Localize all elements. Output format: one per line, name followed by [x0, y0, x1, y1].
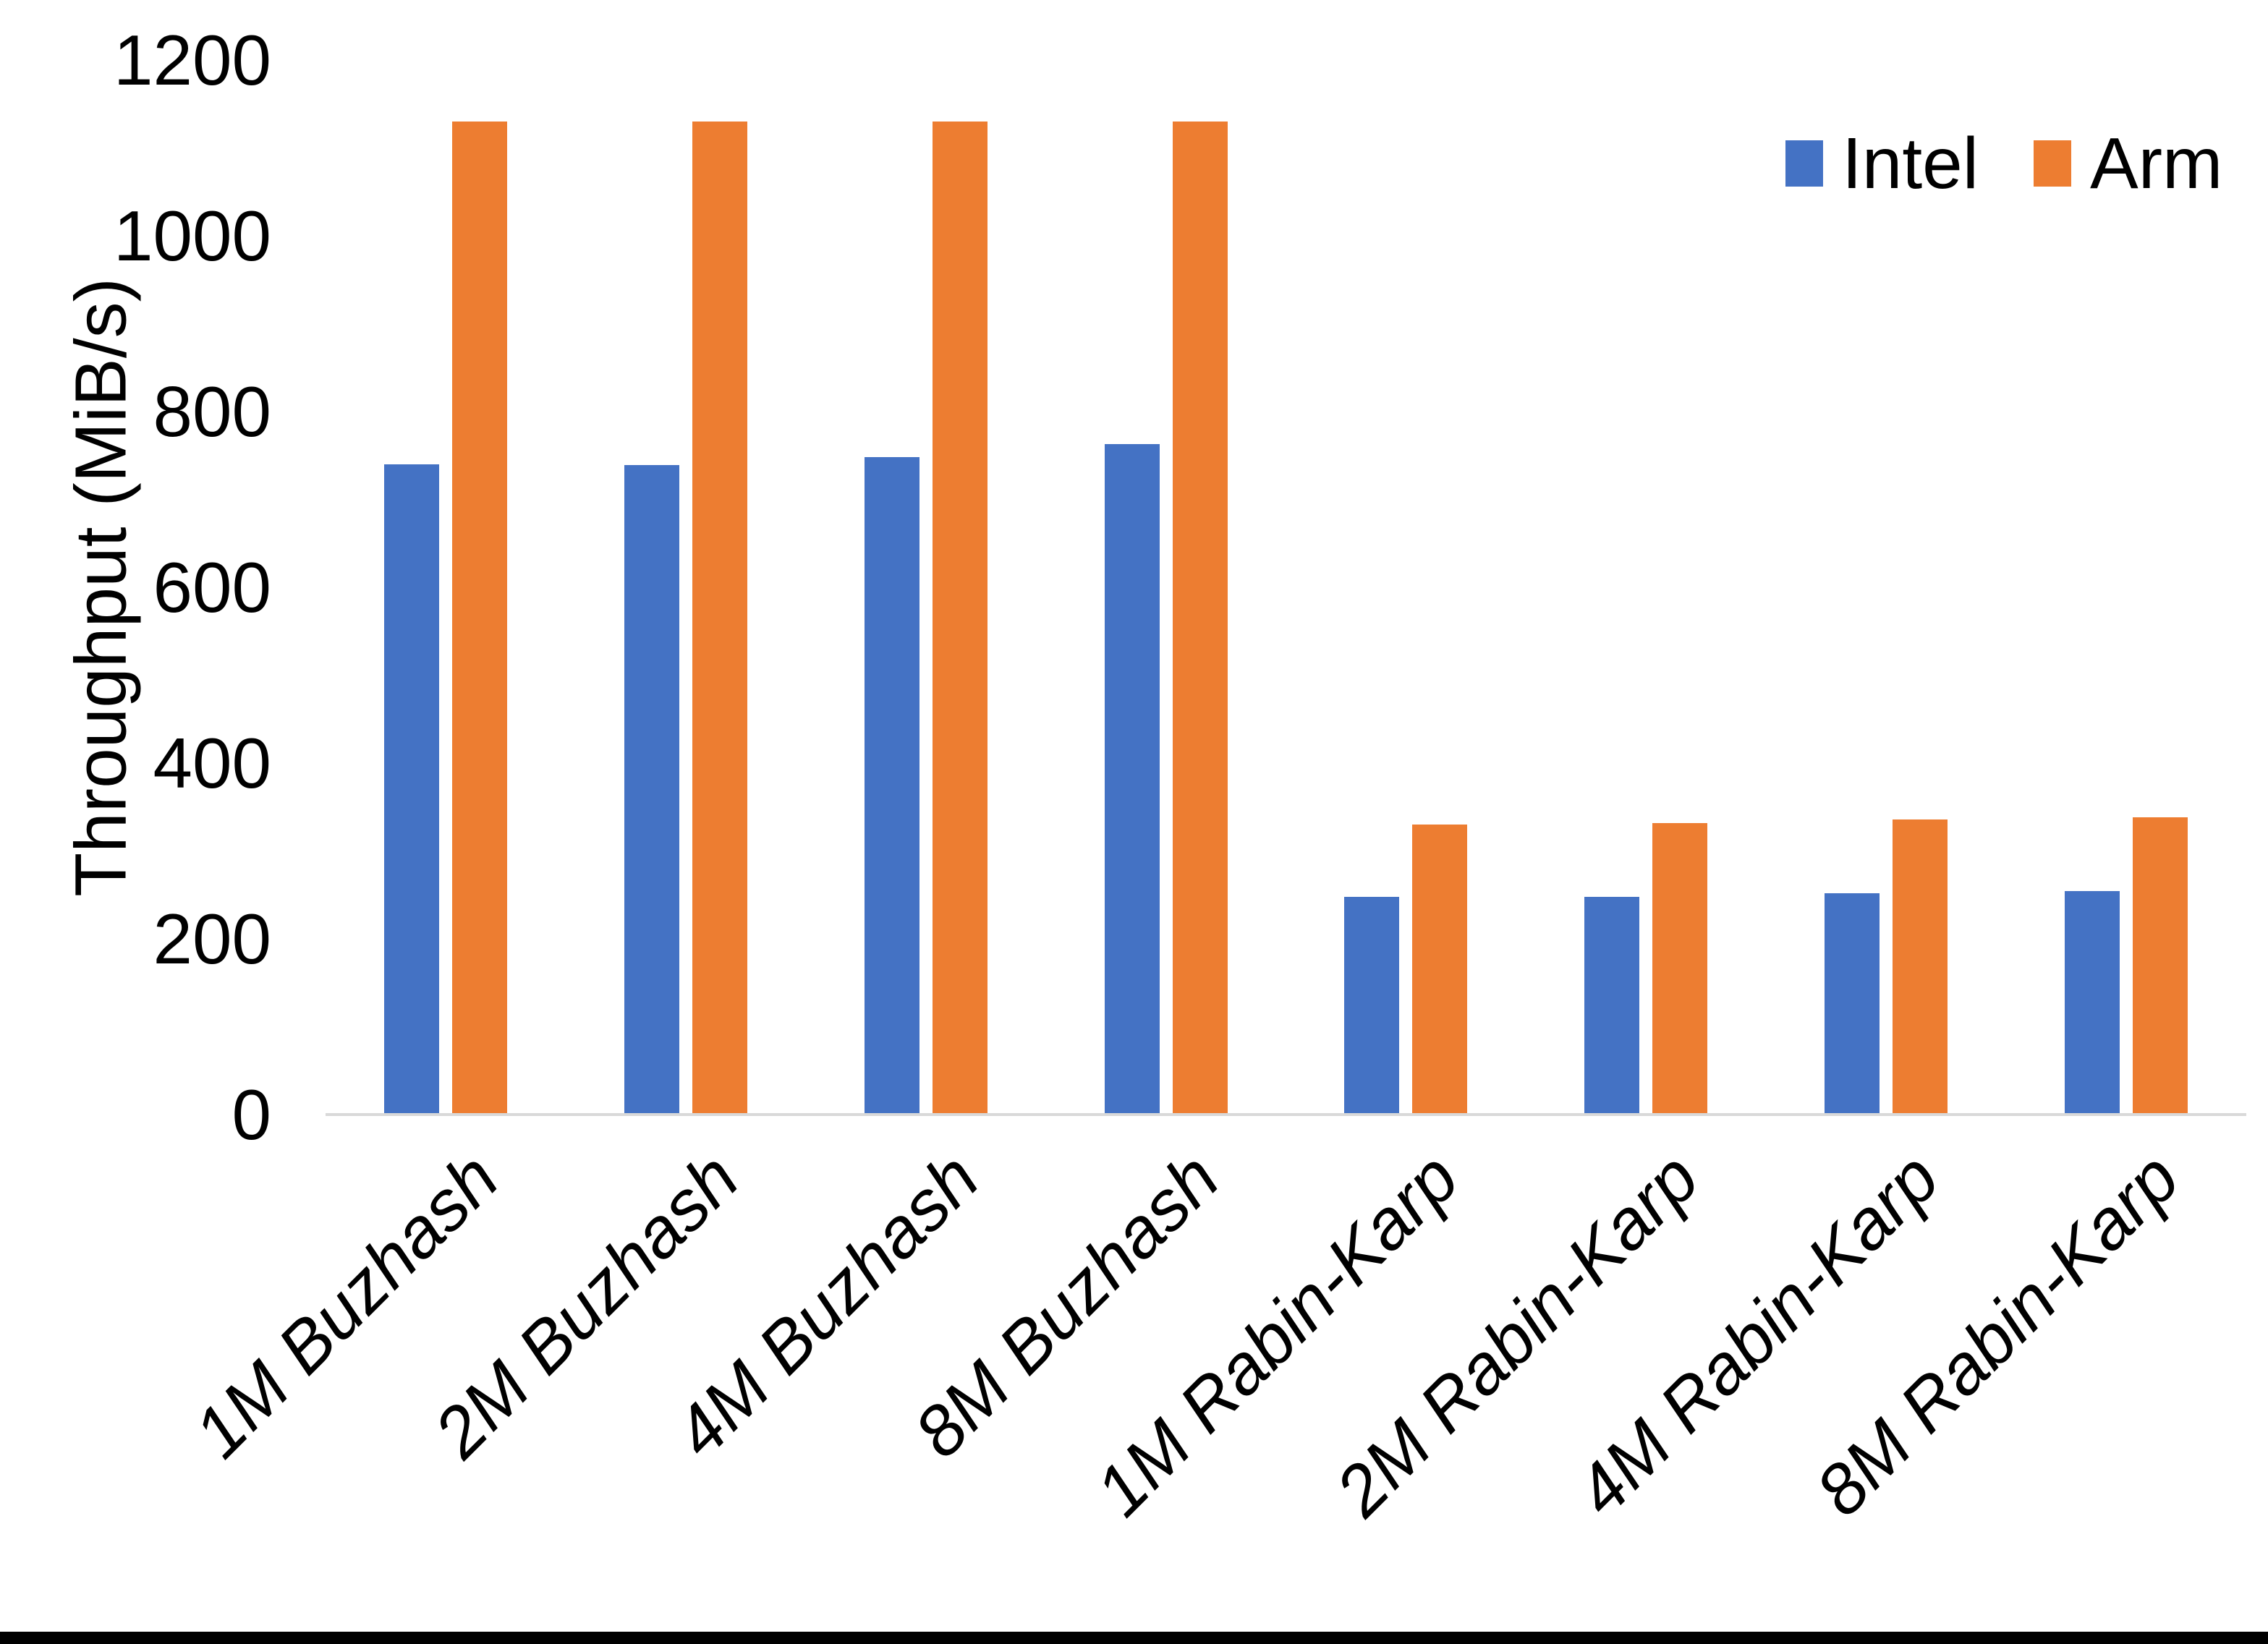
bar-group-7 [1766, 60, 2006, 1115]
legend: Intel Arm [1785, 123, 2223, 204]
bar-intel-1 [383, 464, 439, 1115]
bar-arm-3 [932, 122, 988, 1115]
window-bottom-edge [0, 1632, 2268, 1644]
bar-group-4 [1046, 60, 1286, 1115]
bar-intel-3 [864, 457, 919, 1115]
bar-group-6 [1526, 60, 1766, 1115]
bar-group-2 [566, 60, 806, 1115]
y-tick-label: 400 [153, 723, 271, 803]
plot-area [326, 60, 2246, 1115]
bar-arm-5 [1412, 825, 1468, 1115]
bar-arm-2 [692, 122, 747, 1115]
bar-group-3 [806, 60, 1046, 1115]
bar-intel-7 [1825, 893, 1880, 1115]
legend-item-arm: Arm [2034, 123, 2223, 204]
bar-intel-5 [1344, 896, 1400, 1115]
bar-group-5 [1286, 60, 1526, 1115]
bar-arm-7 [1893, 819, 1948, 1115]
arm-series-swatch [2034, 140, 2072, 187]
bar-arm-6 [1652, 822, 1708, 1115]
x-axis-line [326, 1113, 2246, 1116]
y-tick-label: 1200 [113, 20, 271, 100]
bar-arm-1 [451, 122, 507, 1115]
intel-series-swatch [1785, 140, 1823, 187]
bar-intel-4 [1104, 443, 1160, 1115]
legend-label-arm: Arm [2090, 123, 2223, 204]
bar-group-1 [326, 60, 566, 1115]
bar-group-8 [2006, 60, 2246, 1115]
bar-intel-6 [1584, 896, 1640, 1115]
bar-intel-8 [2065, 891, 2120, 1115]
y-tick-label: 800 [153, 372, 271, 451]
y-tick-label: 1000 [113, 196, 271, 276]
bar-arm-8 [2133, 817, 2188, 1115]
bar-intel-2 [624, 465, 679, 1115]
y-tick-label: 600 [153, 548, 271, 627]
legend-item-intel: Intel [1785, 123, 1979, 204]
legend-label-intel: Intel [1842, 123, 1979, 204]
bar-arm-4 [1172, 122, 1228, 1115]
y-tick-label: 0 [232, 1075, 271, 1154]
y-tick-label: 200 [153, 899, 271, 979]
